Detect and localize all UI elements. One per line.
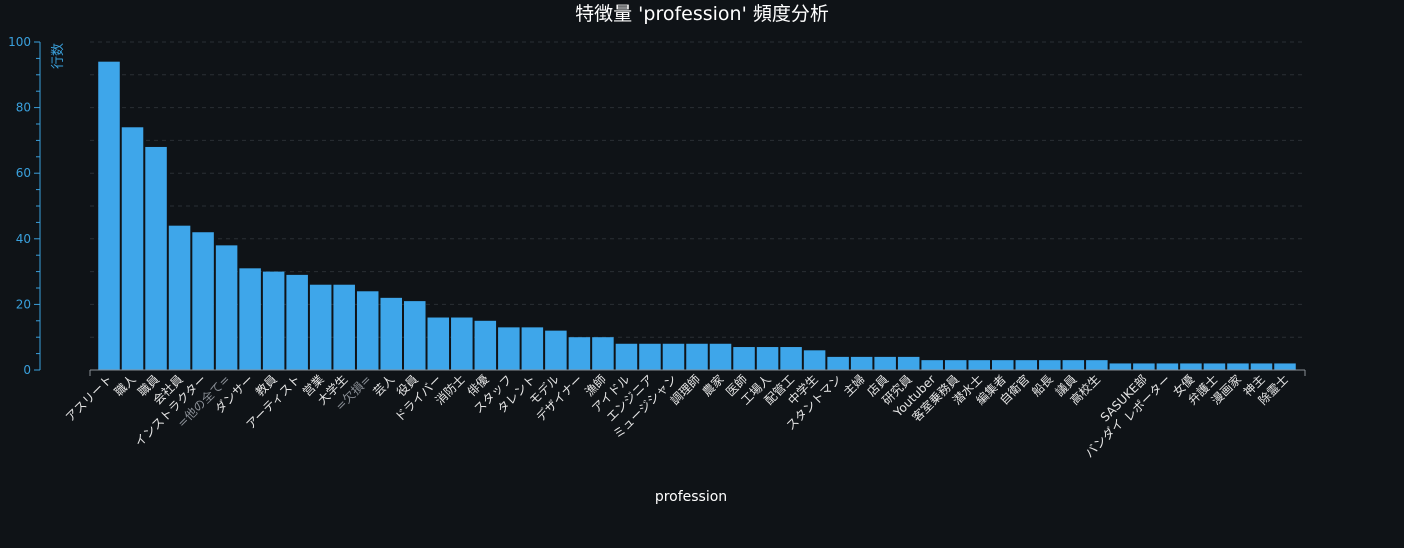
bar [192,232,214,370]
y-axis-label: 行数 [51,43,66,69]
bar [262,271,285,370]
bar [404,301,426,370]
bar [239,268,261,370]
x-tick-label: 主婦 [840,372,868,400]
bar [1156,363,1179,370]
bar [1133,363,1155,370]
bar [615,343,638,370]
bar [427,317,450,370]
bar [545,330,567,370]
bar [1109,363,1132,370]
chart-title: 特徴量 'profession' 頻度分析 [575,3,829,25]
bar [1274,363,1296,370]
bar [1203,363,1226,370]
bar [1227,363,1249,370]
y-axis: 0 20 40 60 80 100 [8,35,41,377]
x-axis: アスリート職人職員会社員インストラクター=他の全て=ダンサー教員アーティスト営業… [63,369,1306,461]
bar [827,356,849,370]
bar [451,317,473,370]
x-tick-label: 農家 [699,372,727,400]
bar [333,284,355,370]
bar [662,343,685,370]
bar [121,127,144,370]
x-axis-label: profession [655,489,727,505]
y-tick-label: 20 [16,297,31,311]
bar [474,320,497,370]
bar [733,347,755,370]
bar [592,337,614,370]
bar [1180,363,1202,370]
bar [780,347,802,370]
x-tick-label: 船長 [1029,372,1056,399]
y-tick-label: 80 [16,101,31,115]
bar [897,356,920,370]
y-tick-label: 60 [16,166,31,180]
bar [145,146,167,370]
bar [1062,360,1085,370]
bar [874,356,896,370]
x-tick-label: 職人 [112,372,139,399]
bar [1015,360,1038,370]
bars [98,61,1296,371]
bar [803,350,826,370]
bar [380,297,402,370]
bar [98,61,120,371]
bar [356,291,379,370]
bar [944,360,967,370]
bar [709,343,732,370]
bar [992,360,1014,370]
y-tick-label: 100 [8,35,31,49]
bar [1086,360,1108,370]
x-tick-label: バンダイ [1082,416,1127,461]
y-tick-label: 0 [23,363,31,377]
bar [215,245,238,370]
bar [286,274,308,370]
x-tick-label: アスリート [63,372,115,424]
bar [921,360,943,370]
y-tick-label: 40 [16,232,31,246]
bar [168,225,191,370]
bar [850,356,873,370]
bar [521,327,544,370]
bar [309,284,332,370]
bar [568,337,591,370]
bar [498,327,520,370]
x-tick-label: 芸人 [370,372,397,399]
bar [686,343,708,370]
bar [1039,360,1061,370]
bar [968,360,990,370]
bar [1250,363,1273,370]
bar [756,347,779,370]
bar [639,343,661,370]
